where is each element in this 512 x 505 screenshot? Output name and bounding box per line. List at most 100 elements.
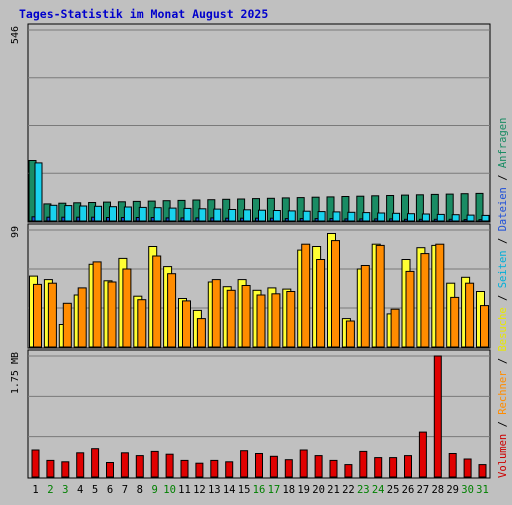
bar-rechner-4 [77, 287, 87, 348]
bar-rechner-18 [286, 291, 296, 348]
bar-volumen-26 [404, 455, 412, 478]
bar-rechner-19 [301, 243, 311, 348]
day-label-31: 31 [476, 484, 489, 496]
y-axis-label: 99 [10, 226, 21, 238]
panel-3: 1.75 MB [10, 349, 491, 479]
bar-rechner-10 [167, 273, 177, 348]
bar-rechner-21 [331, 240, 340, 348]
day-label-26: 26 [402, 484, 415, 496]
bar-rechner-14 [226, 289, 236, 348]
day-label-22: 22 [342, 484, 355, 496]
bar-rechner-12 [196, 318, 206, 348]
bar-volumen-2 [46, 459, 55, 478]
series-seiten [34, 162, 490, 222]
bar-rechner-6 [107, 281, 117, 348]
day-label-29: 29 [446, 484, 459, 496]
day-label-6: 6 [107, 484, 113, 496]
legend-separator: / [497, 415, 509, 434]
legend-separator: / [497, 352, 509, 371]
bar-seiten-30 [466, 214, 475, 222]
bar-seiten-3 [64, 205, 73, 222]
bar-rechner-9 [152, 255, 162, 348]
bar-volumen-18 [284, 459, 293, 478]
bar-seiten-14 [228, 209, 237, 222]
bar-volumen-22 [344, 464, 353, 478]
legend-entry-seiten: Seiten [497, 250, 509, 288]
bar-seiten-28 [436, 213, 445, 222]
bar-seiten-16 [258, 209, 266, 222]
day-label-25: 25 [387, 484, 400, 496]
bar-volumen-20 [314, 455, 323, 478]
day-label-4: 4 [77, 484, 83, 496]
bar-rechner-5 [92, 261, 102, 348]
legend-entry-dateien: Dateien [497, 187, 509, 231]
day-label-30: 30 [461, 484, 474, 496]
bar-rechner-31 [480, 305, 489, 348]
day-label-1: 1 [32, 484, 38, 496]
bar-seiten-23 [362, 212, 371, 222]
bar-seiten-18 [287, 210, 296, 222]
day-label-12: 12 [193, 484, 206, 496]
bar-rechner-24 [375, 244, 385, 348]
bar-seiten-8 [138, 206, 147, 222]
legend-text: Volumen / Rechner / Besuche / Seiten / D… [497, 118, 509, 478]
day-label-23: 23 [357, 484, 370, 496]
bar-rechner-22 [345, 320, 355, 348]
bar-seiten-5 [94, 205, 103, 222]
bar-rechner-17 [271, 293, 281, 348]
legend-entry-volumen: Volumen [497, 434, 509, 478]
bar-seiten-21 [332, 211, 341, 222]
bar-rechner-29 [450, 296, 460, 348]
panel-1: 546 [10, 23, 491, 223]
bar-volumen-7 [120, 452, 129, 478]
bar-rechner-28 [435, 243, 445, 348]
bar-volumen-25 [389, 457, 398, 478]
bar-volumen-24 [374, 457, 383, 478]
bar-seiten-31 [481, 214, 490, 222]
bar-volumen-14 [225, 461, 234, 478]
x-tick-labels: 1 2 3 4 5 6 7 8 9 10 11 12 13 14 15 16 17 18 19 20 21 22 23 24 2… [32, 484, 488, 496]
day-label-24: 24 [372, 484, 385, 496]
bar-rechner-13 [211, 279, 221, 348]
bar-seiten-1 [34, 162, 43, 222]
bar-volumen-16 [255, 453, 263, 478]
legend-entry-anfragen: Anfragen [497, 118, 509, 169]
bar-volumen-21 [329, 459, 338, 478]
bar-volumen-9 [150, 450, 159, 478]
bar-seiten-26 [407, 213, 415, 222]
bar-seiten-10 [168, 207, 177, 222]
bar-volumen-31 [478, 464, 487, 478]
bar-volumen-30 [463, 458, 472, 478]
bar-volumen-27 [418, 431, 427, 478]
y-axis-label: 546 [10, 26, 21, 44]
bar-seiten-17 [272, 210, 281, 222]
bar-rechner-26 [405, 270, 415, 348]
bar-seiten-13 [213, 208, 222, 222]
bar-rechner-8 [137, 299, 147, 348]
legend-entry-rechner: Rechner [497, 371, 509, 415]
bar-seiten-6 [109, 206, 117, 222]
series-volumen [31, 355, 487, 478]
bar-rechner-27 [420, 253, 430, 348]
day-label-7: 7 [122, 484, 128, 496]
bar-volumen-23 [359, 450, 368, 478]
day-label-10: 10 [163, 484, 176, 496]
bar-seiten-9 [153, 207, 162, 222]
bar-rechner-20 [316, 259, 326, 348]
day-label-8: 8 [137, 484, 143, 496]
day-label-16: 16 [253, 484, 266, 496]
day-label-27: 27 [417, 484, 430, 496]
day-label-19: 19 [297, 484, 310, 496]
day-label-9: 9 [152, 484, 158, 496]
bar-volumen-3 [61, 461, 70, 478]
bar-volumen-15 [240, 450, 249, 478]
bar-seiten-4 [79, 205, 88, 222]
bar-volumen-29 [448, 453, 457, 478]
bar-volumen-17 [269, 455, 278, 478]
bar-volumen-10 [165, 453, 174, 478]
chart-panels: 546 99 1.75 MB [10, 23, 491, 479]
bar-volumen-11 [180, 459, 189, 478]
day-label-17: 17 [268, 484, 281, 496]
day-label-5: 5 [92, 484, 98, 496]
bar-rechner-25 [390, 308, 400, 348]
